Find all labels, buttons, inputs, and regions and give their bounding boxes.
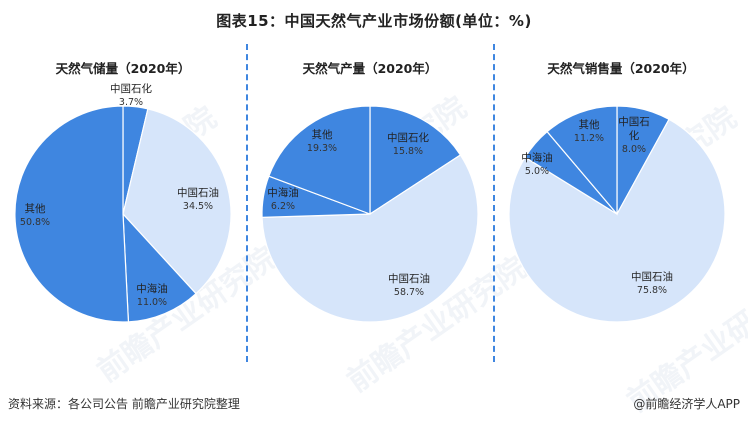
slice-label-cnooc: 中海油 5.0% <box>521 152 553 177</box>
slice-label-sinopec: 中国石化 3.7% <box>110 83 152 108</box>
pie-slice-1 <box>508 118 726 323</box>
pie-chart <box>261 105 479 323</box>
pie-panel-reserves: 天然气储量（2020年） 中国石化 3.7% 中国石油 34.5% 中海油 11.0%… <box>0 44 246 362</box>
slice-label-others: 其他 11.2% <box>573 119 605 144</box>
slice-label-others: 其他 19.3% <box>306 129 338 154</box>
pie-slice-2 <box>122 212 197 323</box>
pie-panel-production: 天然气产量（2020年） 中国石化 15.8% 中国石油 58.7% 中海油 6.2%… <box>247 44 493 362</box>
pie-slice-3 <box>14 105 130 323</box>
slice-label-others: 其他 50.8% <box>19 203 51 228</box>
panel-title: 天然气销售量（2020年） <box>547 61 695 76</box>
pie-chart <box>14 105 232 323</box>
panel-title: 天然气产量（2020年） <box>302 61 438 76</box>
slice-label-cnooc: 中海油 6.2% <box>267 187 299 212</box>
pie-slice-3 <box>268 105 371 215</box>
credit-note: @前瞻经济学人APP <box>633 397 740 411</box>
pie-slice-1 <box>261 154 479 323</box>
slice-label-cnooc: 中海油 11.0% <box>136 283 168 308</box>
source-note: 资料来源：各公司公告 前瞻产业研究院整理 <box>8 397 240 411</box>
slice-label-petrochina: 中国石油 75.8% <box>631 271 673 296</box>
chart-title: 图表15：中国天然气产业市场份额(单位：%) <box>216 12 532 30</box>
pie-slice-3 <box>546 105 618 216</box>
pie-slice-1 <box>122 108 232 295</box>
panel-divider <box>493 44 495 362</box>
slice-label-petrochina: 中国石油 58.7% <box>388 273 430 298</box>
pie-chart <box>508 105 726 323</box>
panel-divider <box>246 44 248 362</box>
panel-title: 天然气储量（2020年） <box>55 61 191 76</box>
slice-label-petrochina: 中国石油 34.5% <box>177 187 219 212</box>
pie-panel-sales: 天然气销售量（2020年） 中国石化 8.0% 中国石油 75.8% 中海油 5.0%… <box>494 44 748 362</box>
pie-slice-0 <box>369 105 462 216</box>
slice-label-sinopec: 中国石化 15.8% <box>387 132 429 157</box>
slice-label-sinopec: 中国石化 8.0% <box>618 116 650 155</box>
